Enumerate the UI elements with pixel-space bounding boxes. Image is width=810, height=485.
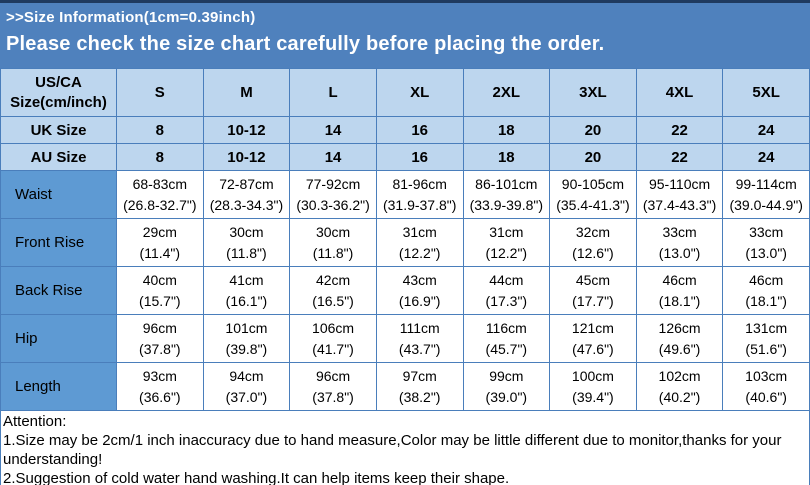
table-cell: 24 xyxy=(722,116,810,144)
table-cell: 72-87cm (28.3-34.3") xyxy=(202,170,291,219)
table-cell: 30cm (11.8") xyxy=(202,218,291,267)
table-cell: 32cm (12.6") xyxy=(549,218,637,267)
table-cell: 68-83cm (26.8-32.7") xyxy=(116,170,204,219)
table-cell: 31cm (12.2") xyxy=(375,218,464,267)
row-label: Front Rise xyxy=(0,218,117,267)
table-cell: 18 xyxy=(462,116,551,144)
row-label: Waist xyxy=(0,170,117,219)
table-cell: 20 xyxy=(549,116,637,144)
table-cell: 101cm (39.8") xyxy=(202,314,291,363)
table-cell: 97cm (38.2") xyxy=(375,362,464,411)
table-cell: 111cm (43.7") xyxy=(375,314,464,363)
size-col-header-5xl: 5XL xyxy=(722,68,810,117)
back-rise-row: Back Rise 40cm (15.7") 41cm (16.1") 42cm… xyxy=(0,266,810,315)
table-cell: 102cm (40.2") xyxy=(635,362,724,411)
header-label-cell: US/CA Size(cm/inch) xyxy=(0,68,117,117)
attention-note-1: 1.Size may be 2cm/1 inch inaccuracy due … xyxy=(3,432,782,468)
attention-heading: Attention: xyxy=(3,413,67,430)
table-cell: 93cm (36.6") xyxy=(116,362,204,411)
table-cell: 81-96cm (31.9-37.8") xyxy=(375,170,464,219)
size-info-banner: >>Size Information(1cm=0.39inch) Please … xyxy=(0,0,810,68)
table-cell: 90-105cm (35.4-41.3") xyxy=(549,170,637,219)
size-col-header-xl: XL xyxy=(375,68,464,117)
table-cell: 99-114cm (39.0-44.9") xyxy=(722,170,810,219)
table-cell: 41cm (16.1") xyxy=(202,266,291,315)
table-cell: 18 xyxy=(462,143,551,171)
table-cell: 10-12 xyxy=(202,116,291,144)
row-label: Hip xyxy=(0,314,117,363)
table-cell: 126cm (49.6") xyxy=(635,314,724,363)
table-cell: 14 xyxy=(289,143,377,171)
table-cell: 33cm (13.0") xyxy=(722,218,810,267)
table-cell: 31cm (12.2") xyxy=(462,218,551,267)
table-cell: 96cm (37.8") xyxy=(116,314,204,363)
table-cell: 10-12 xyxy=(202,143,291,171)
table-cell: 44cm (17.3") xyxy=(462,266,551,315)
table-cell: 30cm (11.8") xyxy=(289,218,377,267)
attention-section: Attention: 1.Size may be 2cm/1 inch inac… xyxy=(0,411,810,485)
row-label: UK Size xyxy=(0,116,117,144)
table-cell: 45cm (17.7") xyxy=(549,266,637,315)
table-cell: 24 xyxy=(722,143,810,171)
banner-title: >>Size Information(1cm=0.39inch) xyxy=(6,9,256,26)
waist-row: Waist 68-83cm (26.8-32.7") 72-87cm (28.3… xyxy=(0,170,810,219)
table-cell: 121cm (47.6") xyxy=(549,314,637,363)
table-cell: 131cm (51.6") xyxy=(722,314,810,363)
table-cell: 86-101cm (33.9-39.8") xyxy=(462,170,551,219)
table-cell: 46cm (18.1") xyxy=(635,266,724,315)
length-row: Length 93cm (36.6") 94cm (37.0") 96cm (3… xyxy=(0,362,810,411)
row-label: Length xyxy=(0,362,117,411)
table-cell: 106cm (41.7") xyxy=(289,314,377,363)
table-cell: 94cm (37.0") xyxy=(202,362,291,411)
size-col-header-l: L xyxy=(289,68,377,117)
table-cell: 22 xyxy=(635,116,724,144)
size-col-header-s: S xyxy=(116,68,204,117)
row-label: Back Rise xyxy=(0,266,117,315)
size-col-header-4xl: 4XL xyxy=(635,68,724,117)
table-cell: 8 xyxy=(116,116,204,144)
table-cell: 46cm (18.1") xyxy=(722,266,810,315)
table-cell: 40cm (15.7") xyxy=(116,266,204,315)
table-cell: 20 xyxy=(549,143,637,171)
hip-row: Hip 96cm (37.8") 101cm (39.8") 106cm (41… xyxy=(0,314,810,363)
row-label: AU Size xyxy=(0,143,117,171)
size-col-header-3xl: 3XL xyxy=(549,68,637,117)
table-cell: 99cm (39.0") xyxy=(462,362,551,411)
table-cell: 16 xyxy=(375,116,464,144)
table-cell: 96cm (37.8") xyxy=(289,362,377,411)
table-header-row: US/CA Size(cm/inch) S M L XL 2XL 3XL 4XL… xyxy=(0,68,810,117)
front-rise-row: Front Rise 29cm (11.4") 30cm (11.8") 30c… xyxy=(0,218,810,267)
table-cell: 42cm (16.5") xyxy=(289,266,377,315)
attention-note-2: 2.Suggestion of cold water hand washing.… xyxy=(3,470,510,485)
table-cell: 103cm (40.6") xyxy=(722,362,810,411)
size-chart-table: US/CA Size(cm/inch) S M L XL 2XL 3XL 4XL… xyxy=(0,68,810,411)
au-size-row: AU Size 8 10-12 14 16 18 20 22 24 xyxy=(0,143,810,171)
banner-subtitle: Please check the size chart carefully be… xyxy=(6,33,605,55)
table-cell: 8 xyxy=(116,143,204,171)
table-cell: 43cm (16.9") xyxy=(375,266,464,315)
table-cell: 33cm (13.0") xyxy=(635,218,724,267)
table-cell: 22 xyxy=(635,143,724,171)
table-cell: 16 xyxy=(375,143,464,171)
table-cell: 14 xyxy=(289,116,377,144)
table-cell: 116cm (45.7") xyxy=(462,314,551,363)
table-cell: 100cm (39.4") xyxy=(549,362,637,411)
table-cell: 29cm (11.4") xyxy=(116,218,204,267)
table-cell: 77-92cm (30.3-36.2") xyxy=(289,170,377,219)
size-col-header-m: M xyxy=(202,68,291,117)
size-col-header-2xl: 2XL xyxy=(462,68,551,117)
table-cell: 95-110cm (37.4-43.3") xyxy=(635,170,724,219)
uk-size-row: UK Size 8 10-12 14 16 18 20 22 24 xyxy=(0,116,810,144)
